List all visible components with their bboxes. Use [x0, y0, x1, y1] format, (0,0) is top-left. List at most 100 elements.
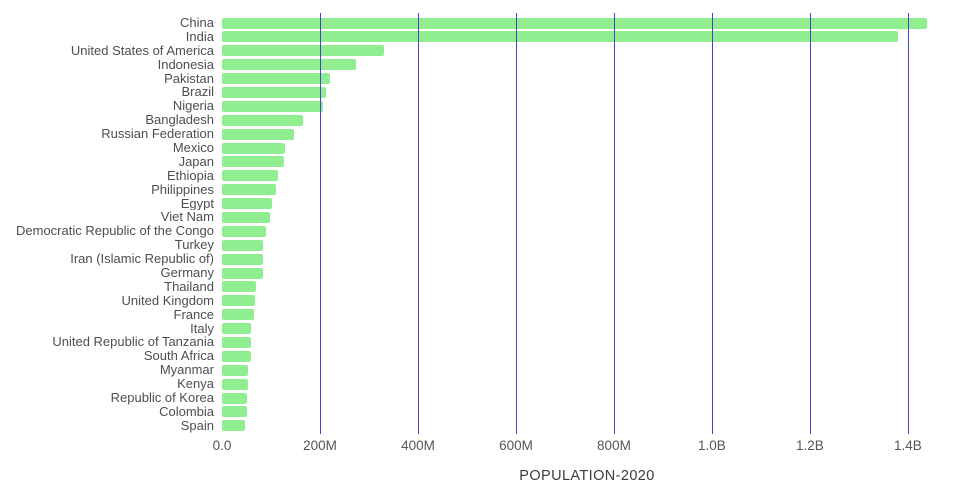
- bar[interactable]: [222, 406, 247, 418]
- bar-track: [222, 197, 952, 211]
- bar[interactable]: [222, 364, 249, 376]
- bar[interactable]: [222, 350, 251, 362]
- x-tick-label: 0.0: [212, 438, 232, 453]
- x-tick-label: 1.0B: [698, 438, 726, 453]
- category-label: Japan: [178, 154, 214, 169]
- bar-track: [222, 113, 952, 127]
- bar-track: [222, 252, 952, 266]
- category-label: Iran (Islamic Republic of): [70, 252, 214, 267]
- bar[interactable]: [222, 198, 272, 210]
- bar-rows: China India United States of America Indone…: [0, 16, 960, 433]
- bar-track: [222, 294, 952, 308]
- chart-row: Brazil: [0, 85, 960, 99]
- bar[interactable]: [222, 378, 249, 390]
- category-label: Turkey: [174, 238, 214, 253]
- category-label: China: [180, 16, 214, 30]
- category-label: Philippines: [151, 182, 214, 197]
- chart-row: Japan: [0, 155, 960, 169]
- bar-track: [222, 210, 952, 224]
- bar-track: [222, 183, 952, 197]
- chart-row: Iran (Islamic Republic of): [0, 252, 960, 266]
- bar[interactable]: [222, 128, 294, 140]
- x-tick-label: 400M: [401, 438, 435, 453]
- chart-row: Myanmar: [0, 363, 960, 377]
- category-label: India: [185, 29, 214, 44]
- bar-track: [222, 16, 952, 30]
- bar[interactable]: [222, 45, 385, 57]
- bar[interactable]: [222, 211, 270, 223]
- category-label: United Republic of Tanzania: [52, 335, 214, 350]
- chart-row: South Africa: [0, 349, 960, 363]
- bar[interactable]: [222, 184, 276, 196]
- chart-row: France: [0, 308, 960, 322]
- chart-row: Mexico: [0, 141, 960, 155]
- bar[interactable]: [222, 336, 252, 348]
- category-label: France: [173, 307, 214, 322]
- chart-row: Thailand: [0, 280, 960, 294]
- bar-track: [222, 99, 952, 113]
- chart-row: Egypt: [0, 197, 960, 211]
- bar[interactable]: [222, 309, 254, 321]
- category-label: Thailand: [164, 279, 214, 294]
- bar[interactable]: [222, 225, 267, 237]
- bar[interactable]: [222, 170, 279, 182]
- category-label: South Africa: [143, 349, 214, 364]
- bar[interactable]: [222, 142, 286, 154]
- chart-row: Viet Nam: [0, 210, 960, 224]
- bar-track: [222, 363, 952, 377]
- bar-track: [222, 349, 952, 363]
- x-tick-label: 600M: [499, 438, 533, 453]
- bar[interactable]: [222, 323, 252, 335]
- chart-row: Germany: [0, 266, 960, 280]
- bar[interactable]: [222, 86, 327, 98]
- category-label: Kenya: [177, 377, 214, 392]
- bar-track: [222, 169, 952, 183]
- category-label: United States of America: [70, 43, 214, 58]
- bar[interactable]: [222, 295, 256, 307]
- bar[interactable]: [222, 267, 264, 279]
- bar[interactable]: [222, 420, 246, 432]
- chart-row: Spain: [0, 419, 960, 433]
- bar-track: [222, 141, 952, 155]
- category-label: United Kingdom: [121, 293, 215, 308]
- category-label: Brazil: [181, 85, 214, 100]
- chart-row: Nigeria: [0, 99, 960, 113]
- bar[interactable]: [222, 392, 247, 404]
- category-label: Germany: [160, 266, 214, 280]
- bar-track: [222, 85, 952, 99]
- bar-track: [222, 322, 952, 336]
- bar[interactable]: [222, 100, 323, 112]
- bar[interactable]: [222, 31, 899, 43]
- bar-track: [222, 391, 952, 405]
- category-label: Republic of Korea: [110, 391, 214, 405]
- chart-row: India: [0, 30, 960, 44]
- category-label: Italy: [190, 321, 214, 336]
- chart-row: China: [0, 16, 960, 30]
- bar[interactable]: [222, 73, 331, 85]
- bar[interactable]: [222, 114, 303, 126]
- bar[interactable]: [222, 59, 357, 71]
- bar[interactable]: [222, 156, 284, 168]
- bar[interactable]: [222, 239, 264, 251]
- chart-row: United Republic of Tanzania: [0, 335, 960, 349]
- bar-track: [222, 238, 952, 252]
- bar[interactable]: [222, 281, 257, 293]
- x-axis-tick-labels: 0.0 200M 400M 600M 800M 1.0B 1.2B 1.4B: [213, 438, 952, 456]
- bar-track: [222, 72, 952, 86]
- bar-track: [222, 30, 952, 44]
- category-label: Viet Nam: [160, 210, 214, 225]
- chart-row: Colombia: [0, 405, 960, 419]
- bar-track: [222, 44, 952, 58]
- chart-row: Turkey: [0, 238, 960, 252]
- bar-track: [222, 405, 952, 419]
- bar-track: [222, 58, 952, 72]
- x-tick-label: 1.2B: [796, 438, 824, 453]
- chart-row: Kenya: [0, 377, 960, 391]
- x-tick-label: 200M: [303, 438, 337, 453]
- category-label: Bangladesh: [145, 113, 214, 128]
- chart-row: Ethiopia: [0, 169, 960, 183]
- bar-track: [222, 155, 952, 169]
- bar[interactable]: [222, 253, 264, 265]
- bar[interactable]: [222, 17, 927, 29]
